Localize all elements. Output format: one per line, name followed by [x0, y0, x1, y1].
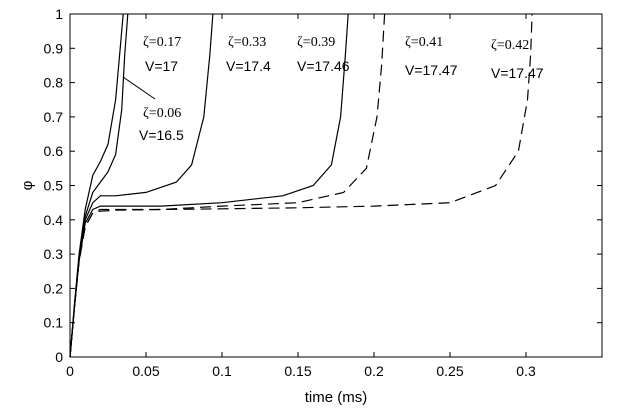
y-axis-ticks: 0 0.1 0.2 0.3 0.4 0.5 0.6 0.7 0.8 0.9 1 — [44, 6, 602, 365]
curve-annotations: ζ=0.06 V=16.5 ζ=0.17 V=17 ζ=0.33 V=17.4 ζ=0.39… — [122, 35, 544, 143]
x-tick-label: 0.2 — [364, 363, 384, 379]
y-tick-label: 0.7 — [44, 109, 64, 125]
curve-v-label: V=17.46 — [297, 58, 350, 74]
curve-zeta-label: ζ=0.17 — [143, 35, 181, 50]
y-tick-label: 0.8 — [44, 75, 64, 91]
y-tick-label: 0.5 — [44, 178, 64, 194]
curve-v-label: V=17.47 — [405, 62, 458, 78]
series-line-1 — [69, 13, 124, 358]
y-tick-label: 0.2 — [44, 280, 64, 296]
x-tick-label: 0.15 — [284, 363, 311, 379]
curve-v-label: V=17 — [145, 58, 178, 74]
y-tick-label: 0.3 — [44, 246, 64, 262]
curve-v-label: V=17.4 — [226, 58, 271, 74]
curve-v-label: V=17.47 — [491, 65, 544, 81]
y-tick-label: 0 — [55, 349, 63, 365]
x-tick-label: 0.1 — [212, 363, 232, 379]
y-tick-label: 1 — [55, 6, 63, 22]
y-tick-label: 0.1 — [44, 315, 64, 331]
x-tick-label: 0.05 — [132, 363, 159, 379]
y-tick-label: 0.9 — [44, 40, 64, 56]
curves-layer — [69, 13, 533, 358]
series-line-6 — [69, 13, 533, 358]
x-tick-label: 0 — [66, 363, 74, 379]
curve-zeta-label: ζ=0.42 — [491, 38, 529, 53]
x-tick-label: 0.3 — [516, 363, 536, 379]
x-axis-ticks: 0 0.05 0.1 0.15 0.2 0.25 0.3 — [66, 14, 536, 379]
annotation-pointer-line — [122, 76, 156, 100]
y-tick-label: 0.4 — [44, 212, 64, 228]
y-axis-title: φ — [19, 180, 36, 190]
curve-zeta-label: ζ=0.06 — [143, 106, 181, 121]
curve-zeta-label: ζ=0.33 — [228, 35, 266, 50]
x-tick-label: 0.25 — [436, 363, 463, 379]
curve-zeta-label: ζ=0.41 — [405, 35, 443, 50]
curve-zeta-label: ζ=0.39 — [297, 35, 335, 50]
y-tick-label: 0.6 — [44, 143, 64, 159]
x-axis-title: time (ms) — [305, 389, 368, 406]
curve-v-label: V=16.5 — [139, 127, 184, 143]
series-line-3 — [69, 13, 214, 358]
